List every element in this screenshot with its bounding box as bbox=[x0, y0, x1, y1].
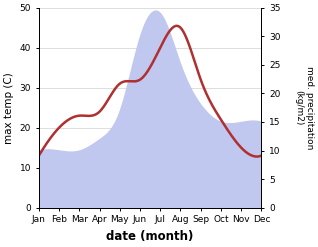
Y-axis label: med. precipitation
(kg/m2): med. precipitation (kg/m2) bbox=[294, 66, 314, 149]
X-axis label: date (month): date (month) bbox=[107, 230, 194, 243]
Y-axis label: max temp (C): max temp (C) bbox=[4, 72, 14, 144]
